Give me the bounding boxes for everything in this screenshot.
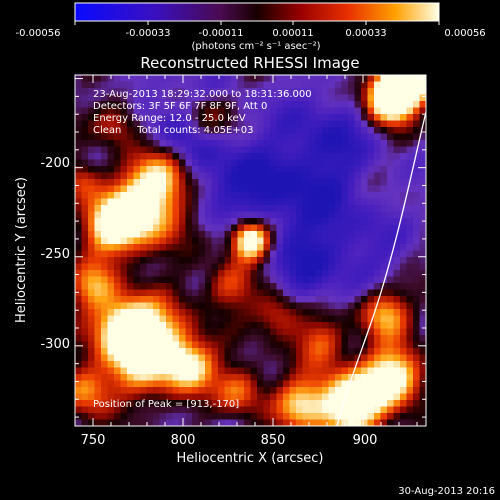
y-tick-label: -200 xyxy=(40,156,70,171)
y-tick-label: -250 xyxy=(40,247,70,262)
colorbar-tick-label: 0.00056 xyxy=(444,28,485,39)
plot-title: Reconstructed RHESSI Image xyxy=(140,54,359,72)
colorbar-ticks xyxy=(74,21,440,25)
x-tick-label: 800 xyxy=(171,433,196,448)
axis-ticks xyxy=(75,75,426,426)
info-time-range: 23-Aug-2013 18:29:32.000 to 18:31:36.000 xyxy=(93,89,312,100)
colorbar-tick-label: -0.00033 xyxy=(126,28,171,39)
x-tick-label: 900 xyxy=(353,433,378,448)
x-tick-label: 750 xyxy=(81,433,106,448)
footer-timestamp: 30-Aug-2013 20:16 xyxy=(398,486,495,497)
heatmap-image xyxy=(75,75,426,426)
info-energy-range: Energy Range: 12.0 - 25.0 keV xyxy=(93,113,246,124)
x-axis-label: Heliocentric X (arcsec) xyxy=(177,451,324,466)
info-total-counts: Clean Total counts: 4.05E+03 xyxy=(93,125,253,136)
colorbar-tick-label: -0.00056 xyxy=(16,28,61,39)
info-detectors: Detectors: 3F 5F 6F 7F 8F 9F, Att 0 xyxy=(93,101,267,112)
colorbar xyxy=(74,2,440,22)
colorbar-tick-label: -0.00011 xyxy=(199,28,244,39)
peak-position-label: Position of Peak = [913,-170] xyxy=(93,399,239,410)
y-axis-label: Heliocentric Y (arcsec) xyxy=(14,177,29,323)
solar-limb-curve xyxy=(336,111,426,426)
colorbar-unit-label: (photons cm⁻² s⁻¹ asec⁻²) xyxy=(191,41,320,52)
x-tick-label: 850 xyxy=(261,433,286,448)
plot-frame xyxy=(74,74,427,427)
y-tick-label: -300 xyxy=(40,337,70,352)
colorbar-tick-label: 0.00011 xyxy=(272,28,313,39)
colorbar-tick-label: 0.00033 xyxy=(345,28,386,39)
